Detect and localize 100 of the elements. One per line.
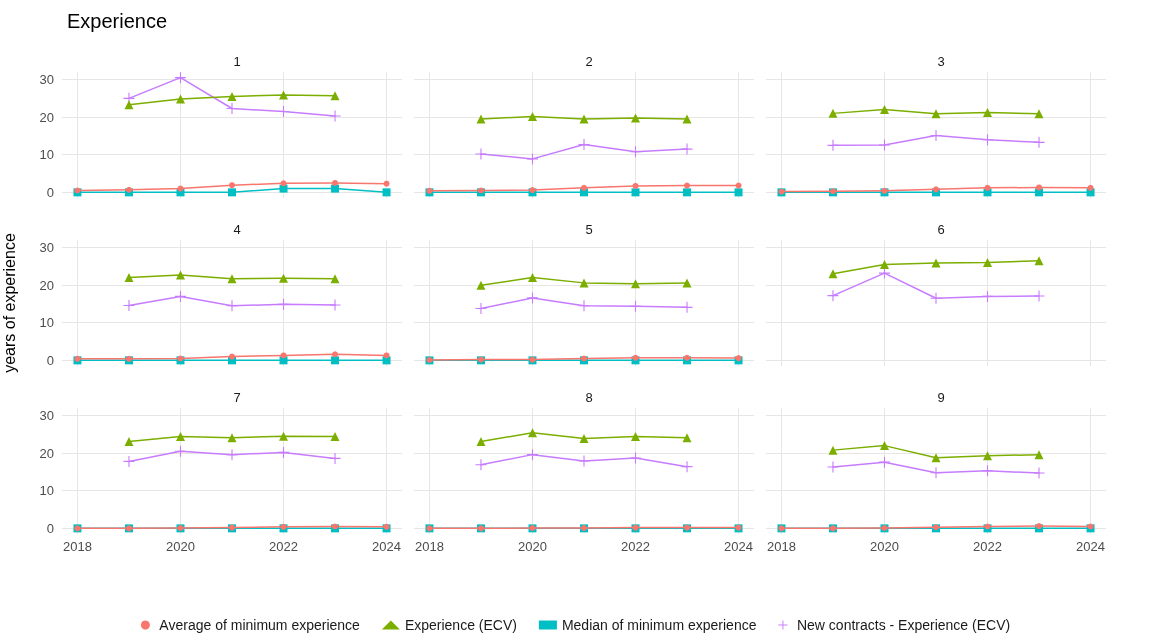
- point: [382, 188, 391, 197]
- chart-title: 2: [585, 54, 593, 69]
- point: [682, 433, 692, 443]
- y-tick-label: 20: [39, 445, 54, 461]
- point: [527, 428, 537, 438]
- point: [332, 179, 339, 186]
- point: [827, 461, 839, 473]
- point: [329, 110, 341, 122]
- point: [1033, 136, 1045, 148]
- x-tick-label: 2018: [766, 539, 796, 554]
- point: [476, 114, 486, 124]
- point: [174, 290, 186, 302]
- point: [933, 186, 939, 193]
- point: [175, 432, 185, 442]
- point: [682, 114, 692, 124]
- point: [229, 353, 235, 360]
- point: [278, 446, 290, 458]
- y-tick-label: 20: [39, 109, 54, 125]
- chart-title: 4: [233, 222, 241, 237]
- point: [632, 182, 639, 189]
- point: [578, 139, 590, 151]
- legend-label: Experience (ECV): [404, 617, 517, 633]
- point: [631, 188, 640, 197]
- point: [828, 108, 838, 118]
- point: [735, 182, 742, 189]
- point: [581, 184, 587, 191]
- y-tick-label: 10: [39, 315, 54, 331]
- point: [982, 465, 994, 477]
- point: [579, 433, 589, 443]
- point: [331, 184, 340, 193]
- point: [279, 273, 289, 283]
- point: [878, 139, 890, 151]
- point: [125, 186, 132, 193]
- point: [982, 134, 994, 146]
- point: [124, 100, 134, 110]
- point: [1087, 184, 1094, 191]
- point: [527, 273, 537, 283]
- point: [175, 270, 185, 280]
- point: [526, 449, 538, 461]
- y-tick-label: 30: [39, 408, 54, 424]
- point: [226, 102, 238, 114]
- y-tick-label: 30: [39, 240, 54, 256]
- x-tick-label: 2018: [414, 539, 444, 554]
- point: [827, 290, 839, 302]
- point: [279, 90, 289, 100]
- point: [879, 259, 889, 269]
- point: [683, 188, 692, 197]
- point: [174, 445, 186, 457]
- point: [681, 301, 693, 313]
- point: [123, 455, 135, 467]
- point: [280, 352, 287, 359]
- y-tick-label: 0: [46, 520, 54, 536]
- chart-subtitle: 1: [233, 54, 241, 69]
- point: [331, 356, 340, 365]
- point: [578, 455, 590, 467]
- point: [630, 452, 642, 464]
- point: [124, 273, 134, 283]
- point: [228, 188, 236, 197]
- point: [681, 461, 693, 473]
- point: [930, 292, 942, 304]
- point: [226, 449, 238, 461]
- point: [527, 111, 537, 121]
- y-tick-label: 30: [39, 72, 54, 88]
- point: [631, 279, 641, 289]
- point: [630, 146, 642, 158]
- point: [828, 269, 838, 279]
- point: [329, 299, 341, 311]
- point: [124, 436, 134, 446]
- point: [632, 354, 639, 361]
- point: [476, 280, 486, 290]
- point: [330, 432, 340, 442]
- chart-title: 6: [937, 222, 945, 237]
- x-tick-label: 2020: [166, 539, 195, 554]
- point: [1036, 184, 1043, 191]
- point: [329, 452, 341, 464]
- point: [983, 258, 993, 268]
- y-tick-label: 0: [46, 184, 54, 200]
- point: [227, 91, 237, 101]
- point: [229, 182, 235, 189]
- point: [476, 436, 486, 446]
- point: [1033, 467, 1045, 479]
- x-tick-label: 2020: [518, 539, 547, 554]
- y-tick-label: 0: [46, 352, 54, 368]
- point: [828, 445, 838, 455]
- point: [930, 130, 942, 142]
- point: [982, 290, 994, 302]
- point: [631, 113, 641, 123]
- point: [475, 459, 487, 471]
- chart-title: 5: [585, 222, 593, 237]
- point: [526, 292, 538, 304]
- point: [684, 354, 691, 361]
- y-tick-label: 10: [39, 147, 54, 163]
- point: [279, 184, 288, 193]
- point: [279, 431, 289, 441]
- point: [332, 351, 339, 358]
- point: [684, 182, 691, 189]
- chart-title: 8: [585, 390, 593, 405]
- point: [278, 298, 290, 310]
- point: [526, 153, 538, 165]
- point: [123, 299, 135, 311]
